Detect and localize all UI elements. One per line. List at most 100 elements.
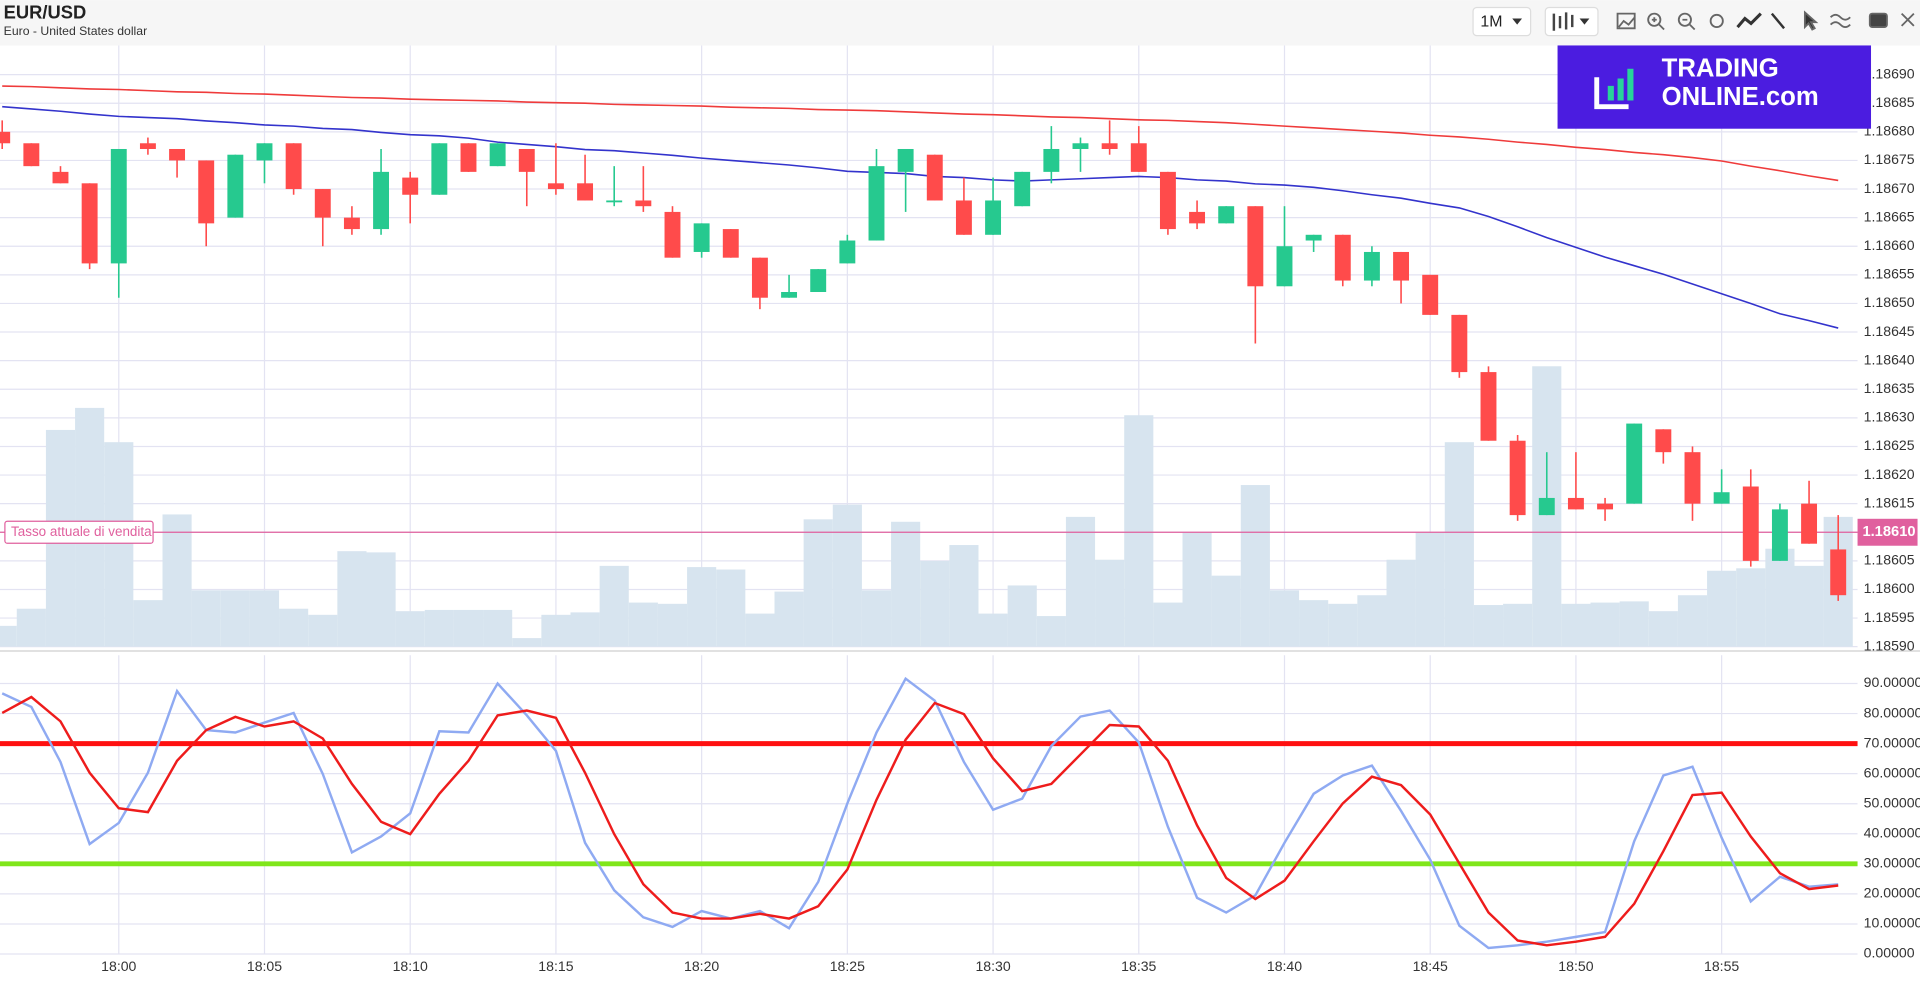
candle-body: [1655, 429, 1672, 453]
zoom-in-icon[interactable]: [1651, 17, 1665, 31]
volume-bar: [774, 591, 804, 647]
candle-body: [839, 240, 856, 264]
volume-bar: [1444, 442, 1474, 647]
volume-bar: [1269, 590, 1300, 647]
volume-bar: [512, 638, 542, 647]
candle-body: [489, 143, 506, 167]
volume-bar: [308, 614, 338, 647]
logo-icon: [1594, 77, 1629, 110]
candle-body: [1538, 497, 1555, 516]
zoom-out-icon[interactable]: [1682, 18, 1696, 31]
y-tick-label: 50.00000: [1864, 794, 1920, 810]
y-tick-label: 80.00000: [1864, 704, 1920, 720]
volume-bar: [1153, 602, 1183, 647]
volume-bar: [949, 545, 979, 647]
current-rate-price: 1.18610: [1862, 524, 1915, 540]
volume-bar: [1386, 559, 1416, 647]
volume-bar: [1765, 548, 1795, 647]
volume-bar: [1124, 415, 1154, 647]
candle-body: [1043, 148, 1060, 172]
pen-icon[interactable]: [1770, 12, 1786, 30]
volume-bar: [1182, 532, 1212, 647]
camera-icon[interactable]: [1868, 12, 1888, 29]
y-tick-label: 0.00000: [1864, 945, 1915, 961]
x-tick-label: 18:05: [247, 958, 282, 974]
volume-bar: [249, 590, 280, 647]
x-tick-label: 18:55: [1704, 958, 1739, 974]
candle-body: [635, 200, 652, 207]
y-tick-label: 70.00000: [1864, 734, 1920, 750]
x-tick-label: 18:10: [393, 958, 428, 974]
candle-body: [1684, 452, 1701, 504]
cursor-icon[interactable]: [1803, 10, 1819, 31]
candle-body: [460, 143, 477, 172]
volume-bar: [832, 504, 862, 647]
y-tick-label: 1.18670: [1864, 180, 1915, 196]
volume-bar: [395, 611, 425, 647]
logo-line2: ONLINE.com: [1662, 83, 1819, 111]
volume-bar: [1503, 603, 1533, 647]
interval-label[interactable]: 1M: [1480, 13, 1502, 30]
candle-body: [0, 131, 11, 144]
y-tick-label: 1.18615: [1864, 494, 1915, 510]
volume-bar: [891, 521, 921, 647]
candle-body: [897, 148, 914, 172]
volume-bar: [541, 614, 571, 647]
indicator-icon[interactable]: [1616, 12, 1636, 30]
volume-bar: [1095, 559, 1125, 647]
zoom-out-icon[interactable]: [1677, 12, 1692, 27]
oscillator-line: [1, 695, 1839, 947]
y-tick-label: 10.00000: [1864, 915, 1920, 931]
volume-bar: [687, 567, 717, 647]
candle-body: [1189, 211, 1206, 224]
y-tick-label: 1.18640: [1864, 351, 1915, 367]
candle-body: [402, 177, 419, 195]
candle-body: [868, 166, 885, 241]
volume-bar: [191, 590, 221, 647]
y-tick-label: 1.18635: [1864, 380, 1915, 396]
settings-icon[interactable]: [1709, 13, 1724, 29]
fullscreen-icon[interactable]: [1900, 12, 1915, 27]
candle-body: [1597, 503, 1614, 510]
wave-icon[interactable]: [1829, 13, 1851, 28]
y-tick-label: 1.18675: [1864, 151, 1915, 167]
candle-body: [577, 183, 594, 201]
zoom-in-icon[interactable]: [1647, 12, 1662, 27]
volume-bar: [1794, 565, 1824, 647]
candle-body: [1830, 549, 1847, 596]
volume-bar: [716, 569, 746, 647]
volume-bar: [1211, 575, 1241, 647]
candle-body: [1159, 171, 1176, 230]
candle-body: [1218, 206, 1235, 224]
y-tick-label: 1.18690: [1864, 65, 1915, 81]
x-tick-label: 18:25: [830, 958, 865, 974]
line-tool-icon[interactable]: [1736, 12, 1762, 29]
candle-body: [1305, 234, 1322, 241]
candle-body: [1276, 246, 1293, 287]
volume-bar: [1007, 585, 1037, 647]
candle-body: [693, 223, 710, 252]
x-tick-label: 18:40: [1267, 958, 1302, 974]
x-tick-label: 18:30: [975, 958, 1010, 974]
volume-bar: [628, 602, 658, 647]
candle-body: [81, 183, 98, 264]
y-tick-label: 1.18680: [1864, 123, 1915, 139]
candle-body: [1130, 143, 1147, 172]
volume-bar: [279, 608, 309, 647]
candle-body: [781, 292, 798, 298]
y-tick-label: 1.18655: [1864, 266, 1915, 282]
candle-body: [1567, 497, 1584, 510]
y-tick-label: 90.00000: [1864, 674, 1920, 690]
candle-body: [1713, 492, 1730, 504]
candle-body: [256, 143, 273, 161]
dropdown-arrow: [1512, 18, 1523, 25]
volume-bar: [1473, 605, 1504, 647]
candle-body: [1422, 274, 1439, 315]
candle-body: [955, 200, 972, 235]
candle-body: [1742, 486, 1759, 561]
y-tick-label: 30.00000: [1864, 855, 1920, 871]
interval-button[interactable]: [1472, 6, 1532, 37]
x-tick-label: 18:50: [1558, 958, 1593, 974]
